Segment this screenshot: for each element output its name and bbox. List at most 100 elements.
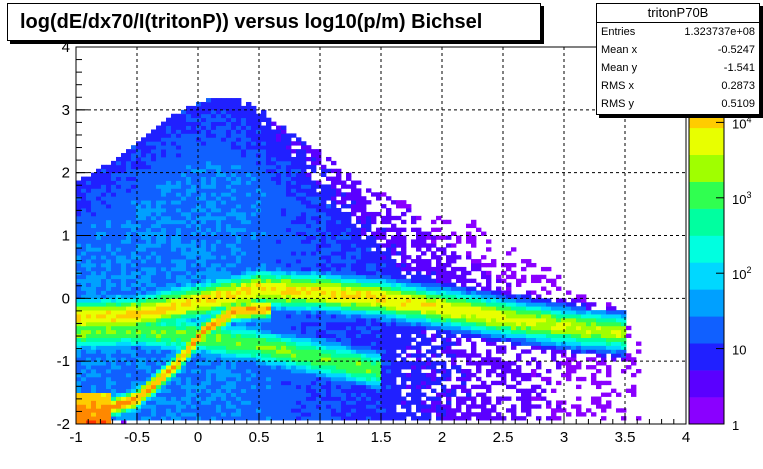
heatmap-cell	[176, 153, 182, 158]
heatmap-cell	[356, 294, 362, 299]
heatmap-cell	[241, 337, 247, 342]
heatmap-cell	[411, 369, 417, 374]
heatmap-cell	[251, 290, 257, 295]
heatmap-cell	[206, 164, 212, 170]
heatmap-cell	[196, 113, 202, 119]
heatmap-cell	[191, 361, 197, 366]
heatmap-cell	[141, 196, 147, 201]
heatmap-cell	[106, 349, 112, 354]
heatmap-cell	[161, 388, 167, 393]
heatmap-cell	[421, 400, 427, 405]
heatmap-cell	[301, 180, 307, 185]
heatmap-cell	[166, 208, 172, 213]
heatmap-cell	[221, 101, 227, 107]
heatmap-cell	[306, 294, 312, 299]
heatmap-cell	[316, 196, 322, 201]
heatmap-cell	[166, 286, 172, 291]
heatmap-cell	[376, 396, 382, 401]
heatmap-cell	[171, 176, 177, 181]
heatmap-cell	[381, 302, 387, 307]
heatmap-cell	[76, 412, 82, 417]
heatmap-cell	[421, 251, 427, 256]
heatmap-cell	[461, 290, 467, 295]
heatmap-cell	[381, 408, 387, 413]
heatmap-cell	[371, 341, 377, 346]
heatmap-cell	[366, 266, 372, 272]
heatmap-cell	[81, 361, 87, 366]
heatmap-cell	[206, 211, 212, 217]
heatmap-cell	[311, 149, 317, 154]
heatmap-cell	[146, 400, 152, 405]
heatmap-cell	[196, 227, 202, 232]
heatmap-cell	[286, 357, 292, 362]
heatmap-cell	[211, 105, 217, 111]
heatmap-cell	[276, 396, 282, 401]
heatmap-cell	[81, 369, 87, 374]
heatmap-cell	[266, 412, 272, 417]
heatmap-cell	[226, 247, 232, 252]
heatmap-cell	[101, 180, 107, 185]
heatmap-cell	[291, 231, 297, 236]
heatmap-cell	[276, 192, 282, 197]
heatmap-cell	[251, 133, 257, 138]
heatmap-cell	[106, 384, 112, 390]
heatmap-cell	[391, 321, 397, 327]
heatmap-cell	[91, 420, 97, 424]
heatmap-cell	[291, 404, 297, 409]
heatmap-cell	[266, 121, 272, 126]
heatmap-cell	[91, 192, 97, 197]
heatmap-cell	[261, 357, 267, 362]
heatmap-cell	[211, 325, 217, 331]
heatmap-cell	[181, 145, 187, 150]
heatmap-cell	[271, 314, 277, 319]
heatmap-cell	[136, 286, 142, 291]
heatmap-cell	[246, 192, 252, 197]
heatmap-cell	[91, 314, 97, 319]
heatmap-cell	[381, 192, 387, 197]
heatmap-cell	[191, 251, 197, 256]
heatmap-cell	[461, 306, 467, 311]
heatmap-cell	[461, 369, 467, 374]
heatmap-cell	[361, 365, 367, 370]
heatmap-cell	[131, 376, 137, 382]
heatmap-cell	[301, 235, 307, 240]
heatmap-cell	[326, 372, 332, 378]
heatmap-cell	[451, 341, 457, 346]
heatmap-cell	[91, 200, 97, 205]
heatmap-cell	[306, 243, 312, 248]
heatmap-cell	[266, 184, 272, 189]
heatmap-cell	[81, 353, 87, 358]
heatmap-cell	[146, 404, 152, 409]
heatmap-cell	[111, 247, 117, 252]
heatmap-cell	[231, 98, 237, 103]
heatmap-cell	[286, 321, 292, 327]
heatmap-cell	[151, 251, 157, 256]
heatmap-cell	[216, 302, 222, 307]
heatmap-cell	[86, 341, 92, 346]
heatmap-cell	[136, 294, 142, 299]
heatmap-cell	[176, 416, 182, 421]
heatmap-cell	[246, 172, 252, 177]
heatmap-cell	[151, 392, 157, 397]
heatmap-cell	[361, 247, 367, 252]
heatmap-cell	[226, 188, 232, 193]
heatmap-cell	[166, 306, 172, 311]
heatmap-cell	[161, 208, 167, 213]
heatmap-cell	[301, 321, 307, 327]
heatmap-cell	[276, 145, 282, 150]
heatmap-cell	[356, 282, 362, 287]
heatmap-cell	[301, 156, 307, 162]
heatmap-cell	[196, 321, 202, 327]
heatmap-cell	[411, 282, 417, 287]
heatmap-cell	[156, 416, 162, 421]
heatmap-cell	[276, 255, 282, 260]
heatmap-cell	[331, 298, 337, 303]
heatmap-cell	[316, 278, 322, 284]
heatmap-cell	[126, 239, 132, 244]
heatmap-cell	[96, 239, 102, 244]
heatmap-cell	[271, 286, 277, 291]
heatmap-cell	[236, 361, 242, 366]
heatmap-cell	[226, 274, 232, 280]
heatmap-cell	[246, 247, 252, 252]
heatmap-cell	[336, 349, 342, 354]
